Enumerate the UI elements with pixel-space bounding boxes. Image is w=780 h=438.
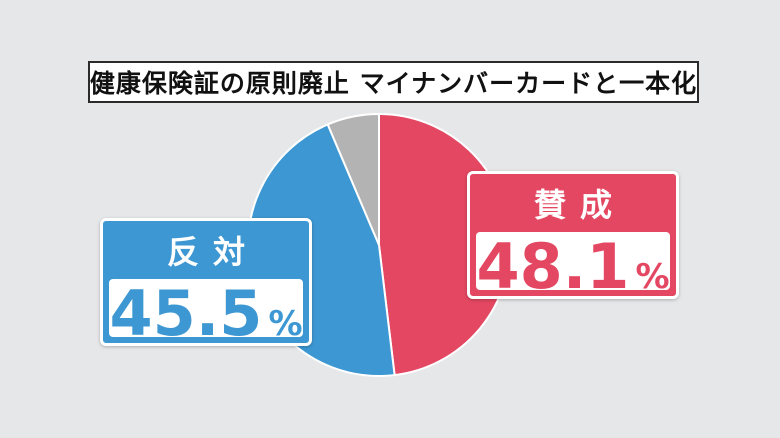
agree-label: 賛成 — [533, 186, 626, 224]
disagree-percent-number: 45.5 — [109, 277, 263, 346]
chart-title: 健康保険証の原則廃止 マイナンバーカードと一本化 — [88, 61, 699, 103]
disagree-percent-unit: % — [268, 304, 303, 344]
agree-value-box: 48.1% — [476, 232, 670, 296]
pie-slice-2 — [326, 112, 380, 246]
disagree-value-box: 45.5% — [109, 279, 303, 343]
agree-percent-unit: % — [635, 257, 670, 297]
disagree-label: 反対 — [166, 233, 259, 271]
callout-disagree: 反対 45.5% — [100, 218, 312, 346]
callout-agree: 賛成 48.1% — [467, 171, 679, 299]
agree-percent-number: 48.1 — [476, 230, 630, 299]
